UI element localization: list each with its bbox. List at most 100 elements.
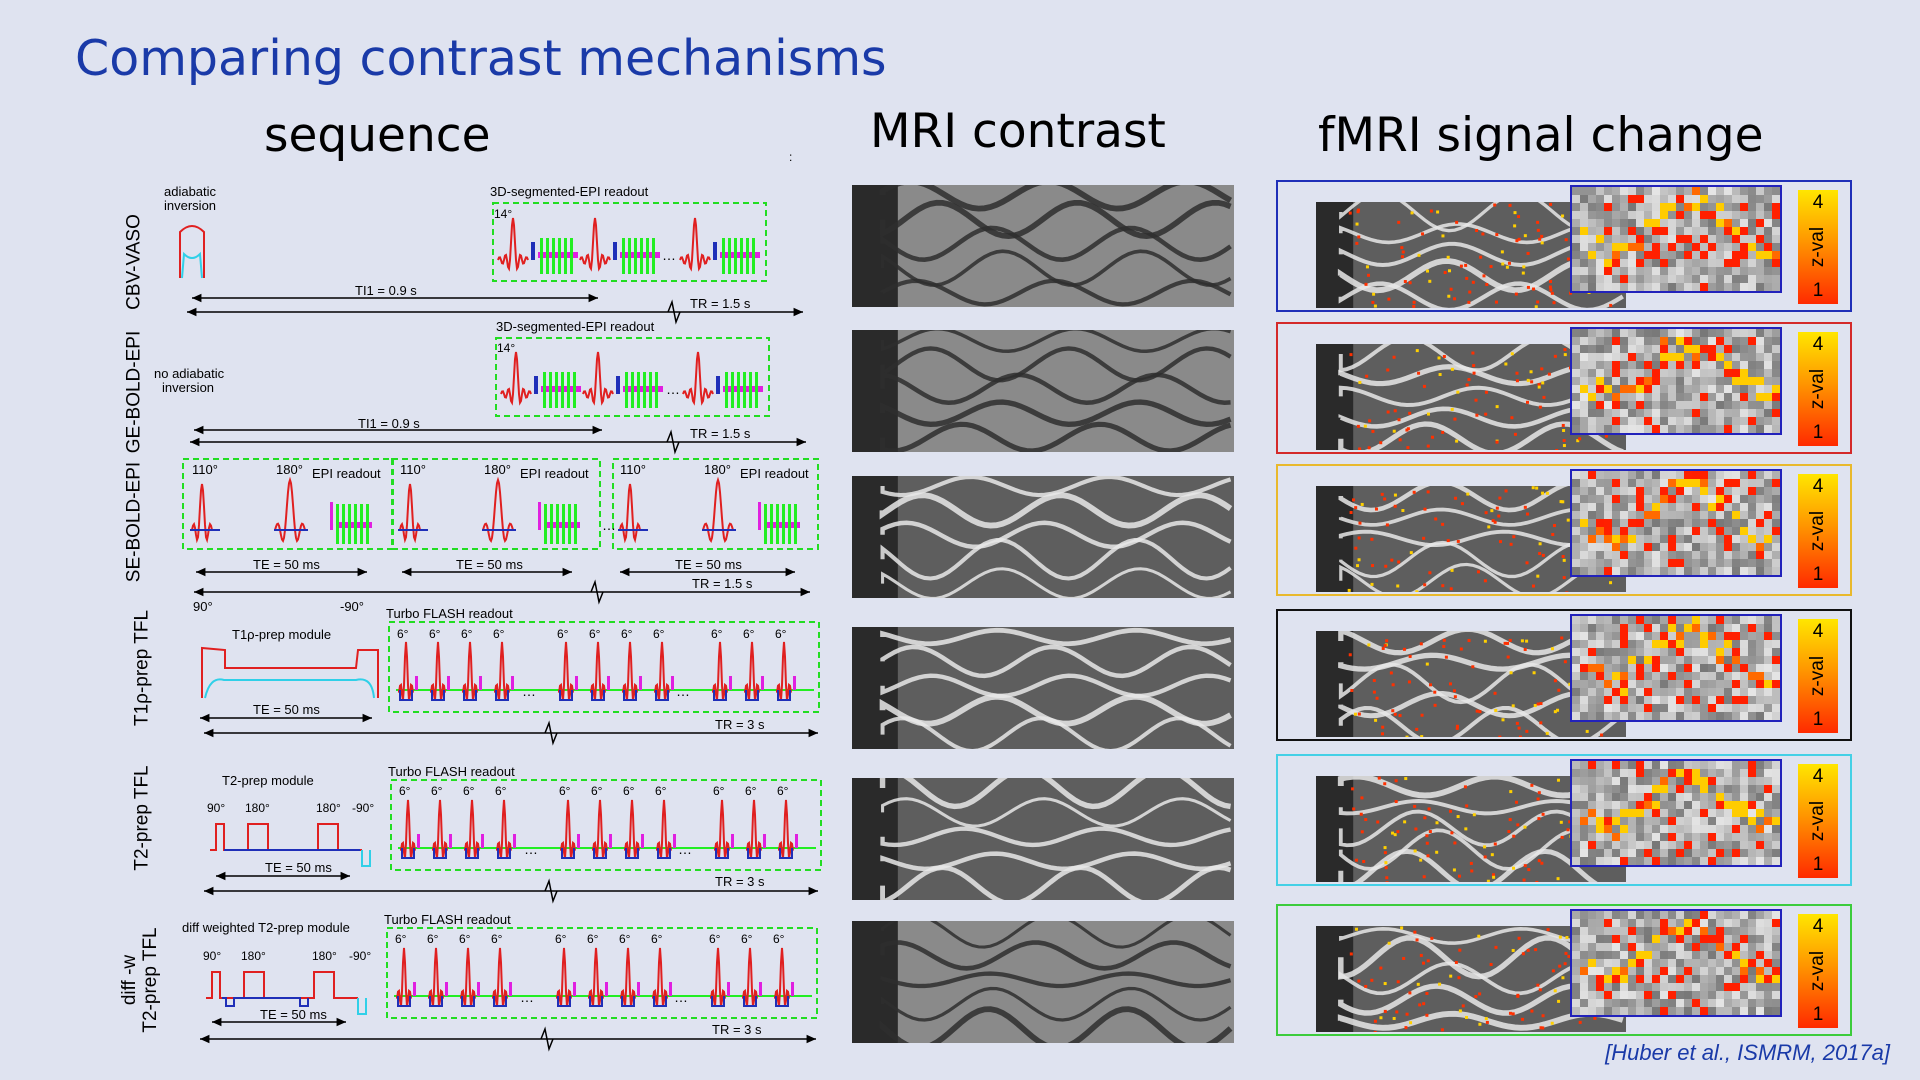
timing1-2: TI1 = 0.9 s: [358, 416, 420, 431]
adiabatic-inversion-label: adiabatic inversion: [164, 184, 217, 213]
svg-text:6°: 6°: [591, 784, 603, 798]
colorbar-min: 1: [1812, 709, 1824, 730]
dot-marker: :: [789, 150, 793, 164]
angle-5c: 180°: [316, 801, 341, 815]
svg-text:6°: 6°: [619, 932, 631, 946]
mri-contrast-image-6: [852, 921, 1234, 1043]
svg-text:6°: 6°: [655, 784, 667, 798]
row-4-sequence: T1ρ-prep module Turbo FLASH readout 6° 6°…: [200, 606, 820, 746]
column-header-sequence: sequence: [264, 108, 491, 163]
svg-text:110°: 110°: [192, 462, 218, 477]
svg-text:110°: 110°: [400, 462, 426, 477]
te-3b: TE = 50 ms: [456, 557, 523, 572]
colorbar-min: 1: [1812, 422, 1824, 443]
readout-label-5: Turbo FLASH readout: [388, 764, 515, 779]
zval-colorbar: 4 z-val 1: [1798, 914, 1838, 1028]
zval-colorbar: 4 z-val 1: [1798, 332, 1838, 446]
row-2-sequence: no adiabatic inversion 3D-segmented-EPI r…: [154, 319, 806, 455]
zval-colorbar: 4 z-val 1: [1798, 190, 1838, 304]
colorbar-label: z-val: [1807, 510, 1828, 552]
svg-text:6°: 6°: [493, 627, 505, 641]
timing1-1: TI1 = 0.9 s: [355, 283, 417, 298]
svg-text:6°: 6°: [653, 627, 665, 641]
fmri-zoom-inset: [1570, 469, 1782, 577]
mri-contrast-image-4: [852, 627, 1234, 749]
colorbar-min: 1: [1812, 280, 1824, 301]
angle-5a: 90°: [207, 801, 225, 815]
row-label-diff-w-t2-prep-tfl: diff -w T2-prep TFL: [119, 927, 161, 1033]
mri-contrast-image-5: [852, 778, 1234, 900]
tr-6: TR = 3 s: [712, 1022, 762, 1037]
row-6-sequence: diff weighted T2-prep module 90° 180° 18…: [182, 912, 818, 1052]
svg-text:…: …: [678, 841, 692, 857]
readout-label-1: 3D-segmented-EPI readout: [490, 184, 649, 199]
angle-5b: 180°: [245, 801, 270, 815]
svg-text:6°: 6°: [459, 932, 471, 946]
svg-text:6°: 6°: [555, 932, 567, 946]
svg-text:6°: 6°: [557, 627, 569, 641]
colorbar-max: 4: [1812, 766, 1824, 787]
row-label-t1rho-prep-tfl: T1ρ-prep TFL: [131, 609, 153, 727]
angle-6c: 180°: [312, 949, 337, 963]
fmri-zoom-inset: [1570, 909, 1782, 1017]
svg-text:…: …: [524, 841, 538, 857]
svg-text:6°: 6°: [491, 932, 503, 946]
fmri-panel-5: 4 z-val 1: [1276, 754, 1852, 886]
zval-colorbar: 4 z-val 1: [1798, 619, 1838, 733]
readout-label-2: 3D-segmented-EPI readout: [496, 319, 655, 334]
te-5: TE = 50 ms: [265, 860, 332, 875]
timing2-2: TR = 1.5 s: [690, 426, 751, 441]
flip-label-2: 14°: [497, 341, 515, 355]
fmri-panel-4: 4 z-val 1: [1276, 609, 1852, 741]
svg-text:6°: 6°: [745, 784, 757, 798]
svg-text:6°: 6°: [461, 627, 473, 641]
svg-text:6°: 6°: [651, 932, 663, 946]
tr-5: TR = 3 s: [715, 874, 765, 889]
svg-text:…: …: [662, 247, 676, 263]
svg-text:EPI readout: EPI readout: [740, 466, 809, 481]
row-5-sequence: T2-prep module 90° 180° 180° -90° Turbo …: [204, 764, 822, 904]
module-label-5: T2-prep module: [222, 773, 314, 788]
row-3-sequence: 110° 180° EPI readout 110° 180° EPI readout …: [182, 458, 819, 614]
te-4: TE = 50 ms: [253, 702, 320, 717]
svg-text:6°: 6°: [463, 784, 475, 798]
row-1-sequence: adiabatic inversion 3D-segmented-EPI read…: [164, 184, 803, 325]
svg-text:6°: 6°: [587, 932, 599, 946]
fmri-zoom-inset: [1570, 759, 1782, 867]
zval-colorbar: 4 z-val 1: [1798, 474, 1838, 588]
colorbar-label: z-val: [1807, 950, 1828, 992]
mri-contrast-image-3: [852, 476, 1234, 598]
row-label-ge-bold-epi: GE-BOLD-EPI: [123, 330, 145, 454]
svg-text:6°: 6°: [623, 784, 635, 798]
svg-text:6°: 6°: [711, 627, 723, 641]
mri-contrast-image-1: [852, 185, 1234, 307]
svg-text:6°: 6°: [559, 784, 571, 798]
svg-text:6°: 6°: [743, 627, 755, 641]
readout-label-6: Turbo FLASH readout: [384, 912, 511, 927]
te-6: TE = 50 ms: [260, 1007, 327, 1022]
fmri-panel-2: 4 z-val 1: [1276, 322, 1852, 454]
angle-5d: -90°: [352, 801, 374, 815]
te-3c: TE = 50 ms: [675, 557, 742, 572]
svg-text:6°: 6°: [713, 784, 725, 798]
svg-text:6°: 6°: [495, 784, 507, 798]
svg-text:6°: 6°: [775, 627, 787, 641]
angle-6b: 180°: [241, 949, 266, 963]
angle-6a: 90°: [203, 949, 221, 963]
column-header-fmri-signal-change: fMRI signal change: [1318, 108, 1764, 163]
svg-text:6°: 6°: [709, 932, 721, 946]
svg-text:…: …: [666, 381, 680, 397]
end-angle-3: -90°: [340, 599, 364, 614]
fmri-panel-1: 4 z-val 1: [1276, 180, 1852, 312]
svg-text:…: …: [602, 517, 616, 533]
colorbar-label: z-val: [1807, 800, 1828, 842]
colorbar-min: 1: [1812, 854, 1824, 875]
colorbar-label: z-val: [1807, 655, 1828, 697]
mri-contrast-image-2: [852, 330, 1234, 452]
svg-text:6°: 6°: [621, 627, 633, 641]
row-label-t2-prep-tfl: T2-prep TFL: [131, 765, 153, 871]
svg-text:6°: 6°: [429, 627, 441, 641]
readout-label-4: Turbo FLASH readout: [386, 606, 513, 621]
timing2-1: TR = 1.5 s: [690, 296, 751, 311]
svg-text:6°: 6°: [741, 932, 753, 946]
